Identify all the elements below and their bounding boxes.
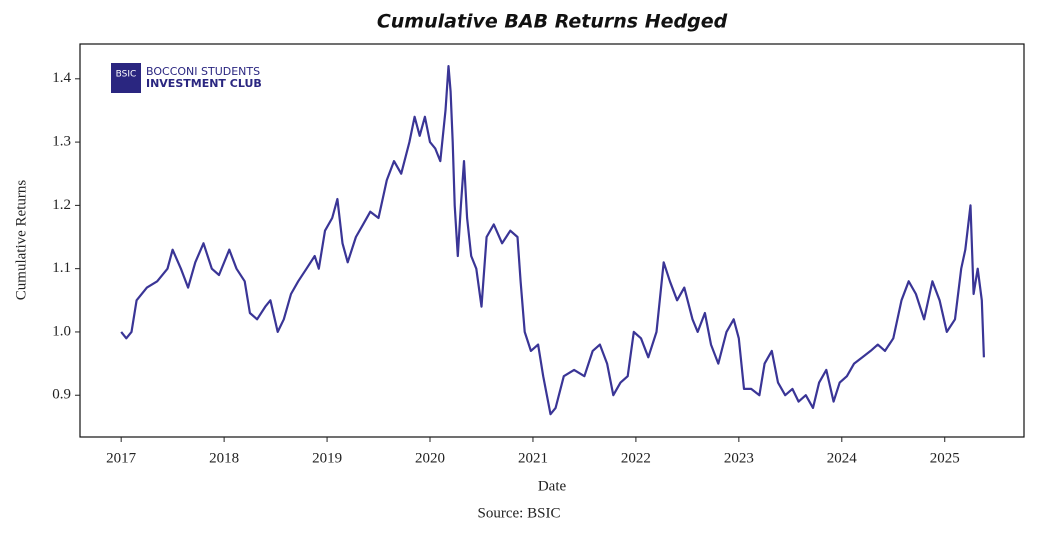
x-tick-label: 2023 bbox=[724, 450, 754, 466]
y-tick-label: 0.9 bbox=[52, 387, 71, 403]
x-tick-label: 2025 bbox=[930, 450, 960, 466]
y-tick-label: 1.1 bbox=[52, 260, 71, 276]
x-axis-label: Date bbox=[538, 478, 567, 494]
plot-frame bbox=[79, 43, 1025, 438]
logo-text: BOCCONI STUDENTS bbox=[146, 65, 260, 78]
x-tick-label: 2022 bbox=[621, 450, 651, 466]
source-note: Source: BSIC bbox=[478, 505, 561, 521]
y-tick-label: 1.2 bbox=[52, 197, 71, 213]
x-tick-label: 2017 bbox=[106, 450, 137, 466]
logo-mark: BSIC bbox=[116, 70, 137, 80]
x-tick-label: 2019 bbox=[312, 450, 342, 466]
y-tick-label: 1.0 bbox=[52, 323, 71, 339]
y-axis-label: Cumulative Returns bbox=[13, 180, 29, 301]
logo-text: INVESTMENT CLUB bbox=[146, 77, 262, 90]
x-tick-label: 2018 bbox=[209, 450, 239, 466]
x-tick-label: 2024 bbox=[827, 450, 858, 466]
chart-title: Cumulative BAB Returns Hedged bbox=[377, 11, 728, 33]
x-tick-label: 2020 bbox=[415, 450, 445, 466]
y-tick-label: 1.4 bbox=[52, 70, 71, 86]
logo-box bbox=[111, 63, 141, 93]
x-tick-label: 2021 bbox=[518, 450, 548, 466]
y-tick-label: 1.3 bbox=[52, 134, 71, 150]
data-line bbox=[120, 65, 985, 416]
